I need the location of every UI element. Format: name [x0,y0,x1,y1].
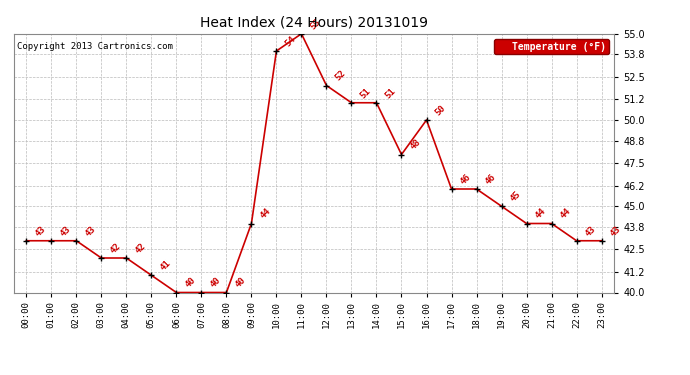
Text: 54: 54 [284,34,297,48]
Legend: Temperature (°F): Temperature (°F) [494,39,609,54]
Title: Heat Index (24 Hours) 20131019: Heat Index (24 Hours) 20131019 [200,16,428,30]
Text: 42: 42 [133,241,147,255]
Text: 51: 51 [358,86,373,100]
Text: 42: 42 [108,241,122,255]
Text: 46: 46 [458,172,473,186]
Text: 46: 46 [484,172,497,186]
Text: 48: 48 [408,138,422,152]
Text: 43: 43 [58,224,72,238]
Text: 43: 43 [33,224,47,238]
Text: 52: 52 [333,69,347,83]
Text: 44: 44 [558,207,573,221]
Text: 41: 41 [158,258,172,273]
Text: 40: 40 [208,276,222,290]
Text: 43: 43 [609,224,622,238]
Text: 50: 50 [433,103,447,117]
Text: 45: 45 [509,189,522,204]
Text: 44: 44 [533,207,547,221]
Text: 55: 55 [308,17,322,31]
Text: Copyright 2013 Cartronics.com: Copyright 2013 Cartronics.com [17,42,172,51]
Text: 51: 51 [384,86,397,100]
Text: 43: 43 [584,224,598,238]
Text: 40: 40 [233,276,247,290]
Text: 43: 43 [83,224,97,238]
Text: 40: 40 [184,276,197,290]
Text: 44: 44 [258,207,273,221]
